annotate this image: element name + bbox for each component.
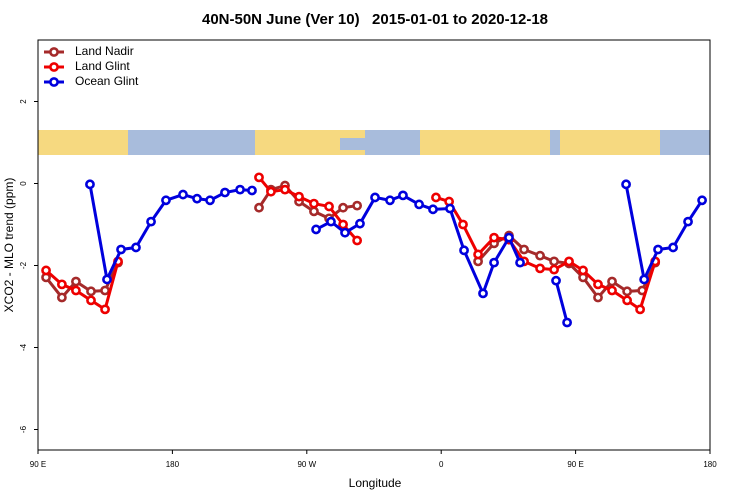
data-point [280,184,290,195]
chart-title: 40N-50N June (Ver 10) 2015-01-01 to 2020… [202,11,548,28]
data-point [340,227,350,238]
data-point [459,245,469,256]
y-tick-label: -6 [19,425,28,433]
y-tick-label: 0 [19,181,28,186]
data-point [100,285,110,296]
x-axis-title: Longitude [349,476,402,490]
x-tick-label: 0 [439,460,444,469]
data-point [192,193,202,204]
legend-label: Ocean Glint [75,74,139,88]
data-point [355,218,365,229]
data-point [428,204,438,215]
data-point [266,186,276,197]
data-point [146,216,156,227]
data-point [489,257,499,268]
data-point [324,201,334,212]
data-point [519,244,529,255]
data-point [86,286,96,297]
data-point [607,276,617,287]
x-tick-label: 180 [703,460,717,469]
data-point [352,235,363,246]
legend-marker [49,47,59,57]
data-point [254,202,264,213]
data-point [178,189,188,200]
legend-label: Land Glint [75,59,130,73]
data-point [458,219,468,230]
data-point [100,304,110,315]
data-point [489,232,499,243]
x-tick-label: 90 E [30,460,46,469]
data-point [515,257,525,268]
data-point [535,250,545,261]
legend-marker [49,77,59,87]
y-tick-label: -2 [19,261,28,269]
data-point [639,274,650,285]
data-point [205,195,215,206]
data-point [56,292,67,303]
data-point [549,256,559,267]
series-line [88,184,704,323]
data-point [504,232,514,243]
series-line [44,183,657,300]
data-point [607,285,617,296]
data-point [85,179,95,190]
data-point [254,172,264,183]
x-tick-label: 90 E [567,460,583,469]
data-point [56,279,67,290]
y-axis-title: XCO2 - MLO trend (ppm) [2,178,16,313]
data-point [385,195,395,206]
data-point [697,195,707,206]
data-point [338,219,348,230]
map-strip [38,130,710,155]
data-point [326,216,336,227]
data-point [398,190,408,201]
y-tick-label: -4 [19,343,28,351]
data-point [41,265,51,276]
data-point [562,317,572,328]
data-point [635,304,646,315]
data-point [478,288,488,299]
data-point [71,276,81,287]
data-point [414,199,424,210]
data-point [578,265,588,276]
data-point [593,279,603,290]
x-tick-label: 180 [166,460,180,469]
legend-label: Land Nadir [75,44,134,58]
data-point [102,274,112,285]
y-tick-label: 2 [19,99,28,104]
data-point [309,198,319,209]
data-point [549,264,559,275]
data-point [116,244,126,255]
data-point [247,185,257,196]
data-point [235,184,245,195]
data-point [71,285,81,296]
data-point [683,216,693,227]
data-point [622,286,633,297]
data-point [311,224,321,235]
data-point [161,195,171,206]
legend-marker [49,62,59,72]
data-point [473,249,483,260]
plot-frame [37,39,711,451]
data-point [431,192,441,203]
data-point [220,187,230,198]
data-point [551,275,561,286]
data-point [622,295,633,306]
x-tick-label: 90 W [297,460,316,469]
data-point [445,203,455,214]
data-point [668,242,679,253]
data-point [131,242,141,253]
data-point [564,256,574,267]
data-point [294,191,304,202]
data-point [535,263,545,274]
data-point [593,292,603,303]
data-point [621,179,631,190]
data-point [309,206,319,217]
data-point [653,244,663,255]
data-point [338,202,348,213]
data-point [352,200,363,211]
data-point [86,295,96,306]
data-point [370,192,380,203]
